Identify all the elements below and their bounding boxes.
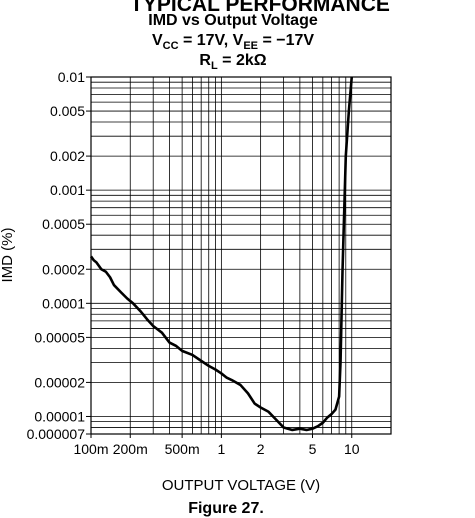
grid: [90, 76, 392, 435]
y-tick-label: 0.002: [50, 148, 85, 164]
plot-frame: [90, 76, 392, 435]
y-tick-label: 0.01: [58, 69, 85, 85]
y-tick-label: 0.00002: [34, 374, 85, 390]
y-tick-label: 0.005: [50, 103, 85, 119]
y-tick-labels: 0.01 0.005 0.002 0.001 0.0005 0.0002 0.0001 0.0…: [27, 69, 91, 442]
y-tick-label: 0.0001: [42, 295, 85, 311]
y-axis-label: IMD (%): [0, 228, 16, 283]
x-tick-label: 1: [217, 441, 225, 457]
x-tick-label: 200m: [113, 441, 148, 457]
x-tick-label: 2: [257, 441, 265, 457]
y-tick-label: 0.0005: [42, 216, 85, 232]
y-tick-label: 0.000007: [27, 426, 86, 442]
series-layer: [89, 76, 354, 432]
y-tick-label: 0.0002: [42, 261, 85, 277]
x-tick-label: 10: [344, 441, 360, 457]
chart-title: IMD vs Output Voltage: [148, 12, 318, 29]
y-tick-label: 0.00001: [34, 408, 85, 424]
y-tick-label: 0.00005: [34, 329, 85, 345]
x-tick-label: 500m: [165, 441, 200, 457]
chart-subtitle: VCC = 17V, VEE = −17V: [152, 32, 314, 52]
chart-condition: RL = 2kΩ: [199, 52, 266, 72]
section-header: TYPICAL PERFORMANCE: [130, 0, 390, 16]
x-tick-label: 5: [309, 441, 317, 457]
y-tick-label: 0.001: [50, 182, 85, 198]
x-tick-labels: 100m 200m 500m 1 2 5 10: [73, 434, 360, 457]
x-tick-label: 100m: [73, 441, 108, 457]
x-axis-label: OUTPUT VOLTAGE (V): [162, 477, 320, 494]
imd-series-line: [89, 76, 354, 432]
figure-caption: Figure 27.: [188, 500, 264, 517]
